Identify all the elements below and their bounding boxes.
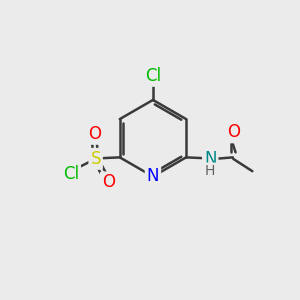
Text: O: O [88,125,101,143]
Text: O: O [227,123,240,141]
Text: Cl: Cl [145,67,161,85]
Text: S: S [90,150,101,168]
Text: Cl: Cl [63,165,79,183]
Text: N: N [147,167,159,185]
Text: N: N [204,150,217,168]
Text: O: O [102,173,115,191]
Text: H: H [205,164,215,178]
